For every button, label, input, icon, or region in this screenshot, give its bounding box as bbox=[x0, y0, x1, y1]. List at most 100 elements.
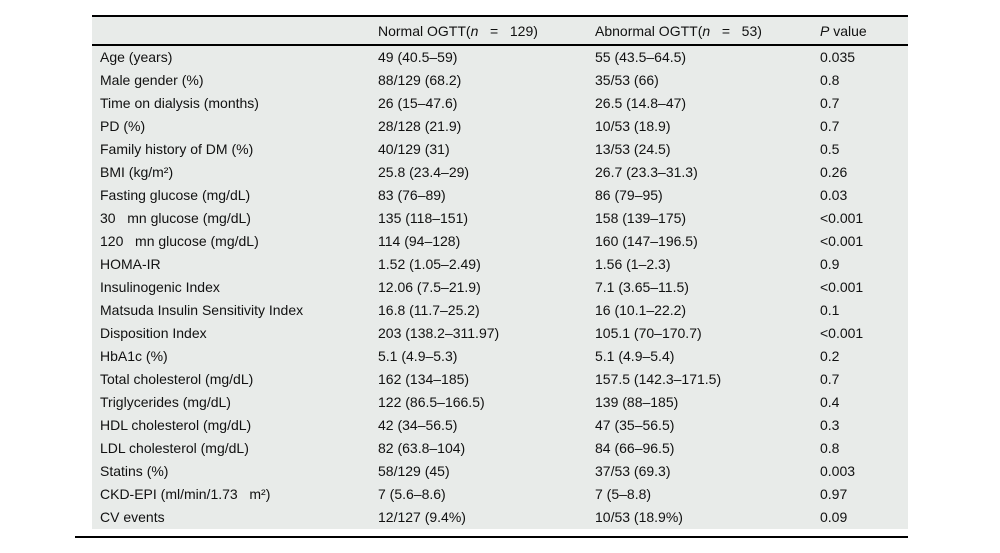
cell-abnormal-ogtt: 84 (66–96.5) bbox=[595, 440, 675, 456]
cell-abnormal-ogtt: 26.5 (14.8–47) bbox=[595, 95, 687, 111]
row-label: Triglycerides (mg/dL) bbox=[100, 394, 231, 410]
row-label: Matsuda Insulin Sensitivity Index bbox=[100, 302, 304, 318]
cell-p-value: 0.9 bbox=[820, 256, 840, 272]
table-row: Family history of DM (%) 40/129 (31) 13/… bbox=[92, 138, 908, 161]
table-row: Disposition Index 203 (138.2–311.97) 105… bbox=[92, 322, 908, 345]
cell-abnormal-ogtt: 5.1 (4.9–5.4) bbox=[595, 348, 675, 364]
cell-normal-ogtt: 114 (94–128) bbox=[378, 233, 461, 249]
table-row: Age (years) 49 (40.5–59) 55 (43.5–64.5) … bbox=[92, 46, 908, 69]
table-row: Total cholesterol (mg/dL) 162 (134–185) … bbox=[92, 368, 908, 391]
table-row: 120 mn glucose (mg/dL) 114 (94–128) 160 … bbox=[92, 230, 908, 253]
cell-p-value: 0.09 bbox=[820, 509, 848, 525]
header-empty-cell bbox=[92, 17, 378, 44]
cell-abnormal-ogtt: 13/53 (24.5) bbox=[595, 141, 671, 157]
cell-p-value: 0.03 bbox=[820, 187, 848, 203]
header-p-suffix: value bbox=[829, 23, 867, 39]
cell-p-value: 0.3 bbox=[820, 417, 840, 433]
header-normal-ogtt: Normal OGTT(n = 129) bbox=[378, 17, 595, 44]
cell-abnormal-ogtt: 160 (147–196.5) bbox=[595, 233, 698, 249]
table-row: HbA1c (%) 5.1 (4.9–5.3) 5.1 (4.9–5.4) 0.… bbox=[92, 345, 908, 368]
table-row: PD (%) 28/128 (21.9) 10/53 (18.9) 0.7 bbox=[92, 115, 908, 138]
table-row: Insulinogenic Index 12.06 (7.5–21.9) 7.1… bbox=[92, 276, 908, 299]
cell-abnormal-ogtt: 7 (5–8.8) bbox=[595, 486, 652, 502]
table-bottom-rule bbox=[75, 536, 908, 538]
table-row: Statins (%) 58/129 (45) 37/53 (69.3) 0.0… bbox=[92, 460, 908, 483]
table-row: Triglycerides (mg/dL) 122 (86.5–166.5) 1… bbox=[92, 391, 908, 414]
cell-normal-ogtt: 49 (40.5–59) bbox=[378, 49, 458, 65]
row-label: 30 mn glucose (mg/dL) bbox=[100, 210, 251, 226]
row-label: Disposition Index bbox=[100, 325, 207, 341]
cell-normal-ogtt: 135 (118–151) bbox=[378, 210, 469, 226]
cell-normal-ogtt: 82 (63.8–104) bbox=[378, 440, 466, 456]
row-label: Family history of DM (%) bbox=[100, 141, 254, 157]
cell-normal-ogtt: 122 (86.5–166.5) bbox=[378, 394, 485, 410]
cell-abnormal-ogtt: 86 (79–95) bbox=[595, 187, 663, 203]
cell-normal-ogtt: 162 (134–185) bbox=[378, 371, 470, 387]
cell-p-value: 0.1 bbox=[820, 302, 840, 318]
cell-abnormal-ogtt: 7.1 (3.65–11.5) bbox=[595, 279, 689, 295]
table-row: BMI (kg/m²) 25.8 (23.4–29) 26.7 (23.3–31… bbox=[92, 161, 908, 184]
row-label: Statins (%) bbox=[100, 463, 169, 479]
cell-p-value: <0.001 bbox=[820, 233, 864, 249]
cell-abnormal-ogtt: 10/53 (18.9) bbox=[595, 118, 671, 134]
row-label: Time on dialysis (months) bbox=[100, 95, 259, 111]
row-label: 120 mn glucose (mg/dL) bbox=[100, 233, 259, 249]
cell-abnormal-ogtt: 16 (10.1–22.2) bbox=[595, 302, 687, 318]
header-abnormal-n-var: n bbox=[702, 23, 711, 39]
row-label: PD (%) bbox=[100, 118, 146, 134]
header-abnormal-ogtt: Abnormal OGTT(n = 53) bbox=[595, 17, 820, 44]
cell-abnormal-ogtt: 26.7 (23.3–31.3) bbox=[595, 164, 698, 180]
cell-p-value: 0.7 bbox=[820, 371, 840, 387]
header-abnormal-prefix: Abnormal OGTT( bbox=[595, 23, 703, 39]
cell-p-value: 0.035 bbox=[820, 49, 856, 65]
cell-abnormal-ogtt: 157.5 (142.3–171.5) bbox=[595, 371, 722, 387]
header-abnormal-suffix: = 53) bbox=[710, 23, 762, 39]
cell-p-value: 0.97 bbox=[820, 486, 848, 502]
cell-abnormal-ogtt: 10/53 (18.9%) bbox=[595, 509, 683, 525]
cell-normal-ogtt: 88/129 (68.2) bbox=[378, 72, 462, 88]
cell-abnormal-ogtt: 105.1 (70–170.7) bbox=[595, 325, 702, 341]
header-normal-suffix: = 129) bbox=[478, 23, 538, 39]
cell-normal-ogtt: 83 (76–89) bbox=[378, 187, 446, 203]
cell-normal-ogtt: 40/129 (31) bbox=[378, 141, 450, 157]
row-label: Age (years) bbox=[100, 49, 173, 65]
cell-normal-ogtt: 12.06 (7.5–21.9) bbox=[378, 279, 481, 295]
table-body: Age (years) 49 (40.5–59) 55 (43.5–64.5) … bbox=[92, 46, 908, 529]
header-p-var: P bbox=[820, 23, 830, 39]
cell-abnormal-ogtt: 158 (139–175) bbox=[595, 210, 687, 226]
row-label: HOMA-IR bbox=[100, 256, 161, 272]
row-label: Insulinogenic Index bbox=[100, 279, 220, 295]
cell-abnormal-ogtt: 47 (35–56.5) bbox=[595, 417, 675, 433]
table-row: 30 mn glucose (mg/dL) 135 (118–151) 158 … bbox=[92, 207, 908, 230]
cell-normal-ogtt: 16.8 (11.7–25.2) bbox=[378, 302, 480, 318]
cell-p-value: 0.26 bbox=[820, 164, 848, 180]
header-normal-prefix: Normal OGTT( bbox=[378, 23, 471, 39]
table-row: CKD-EPI (ml/min/1.73 m²) 7 (5.6–8.6) 7 (… bbox=[92, 483, 908, 506]
cell-p-value: <0.001 bbox=[820, 210, 864, 226]
row-label: CKD-EPI (ml/min/1.73 m²) bbox=[100, 486, 271, 502]
table-row: Male gender (%) 88/129 (68.2) 35/53 (66)… bbox=[92, 69, 908, 92]
cell-normal-ogtt: 12/127 (9.4%) bbox=[378, 509, 466, 525]
row-label: Male gender (%) bbox=[100, 72, 204, 88]
cell-abnormal-ogtt: 139 (88–185) bbox=[595, 394, 679, 410]
cell-p-value: 0.4 bbox=[820, 394, 840, 410]
header-normal-n-var: n bbox=[470, 23, 479, 39]
table-row: HOMA-IR 1.52 (1.05–2.49) 1.56 (1–2.3) 0.… bbox=[92, 253, 908, 276]
cell-normal-ogtt: 1.52 (1.05–2.49) bbox=[378, 256, 481, 272]
cell-normal-ogtt: 28/128 (21.9) bbox=[378, 118, 462, 134]
cell-p-value: 0.8 bbox=[820, 72, 840, 88]
cell-normal-ogtt: 58/129 (45) bbox=[378, 463, 450, 479]
row-label: BMI (kg/m²) bbox=[100, 164, 174, 180]
row-label: HbA1c (%) bbox=[100, 348, 168, 364]
table-row: CV events 12/127 (9.4%) 10/53 (18.9%) 0.… bbox=[92, 506, 908, 529]
cell-p-value: 0.7 bbox=[820, 118, 840, 134]
table-row: Time on dialysis (months) 26 (15–47.6) 2… bbox=[92, 92, 908, 115]
cell-p-value: 0.5 bbox=[820, 141, 840, 157]
row-label: LDL cholesterol (mg/dL) bbox=[100, 440, 249, 456]
ogtt-comparison-table: Normal OGTT(n = 129) Abnormal OGTT(n = 5… bbox=[92, 15, 908, 529]
table-row: Matsuda Insulin Sensitivity Index 16.8 (… bbox=[92, 299, 908, 322]
cell-abnormal-ogtt: 37/53 (69.3) bbox=[595, 463, 671, 479]
cell-normal-ogtt: 7 (5.6–8.6) bbox=[378, 486, 446, 502]
table-header-row: Normal OGTT(n = 129) Abnormal OGTT(n = 5… bbox=[92, 17, 908, 46]
table-row: Fasting glucose (mg/dL) 83 (76–89) 86 (7… bbox=[92, 184, 908, 207]
